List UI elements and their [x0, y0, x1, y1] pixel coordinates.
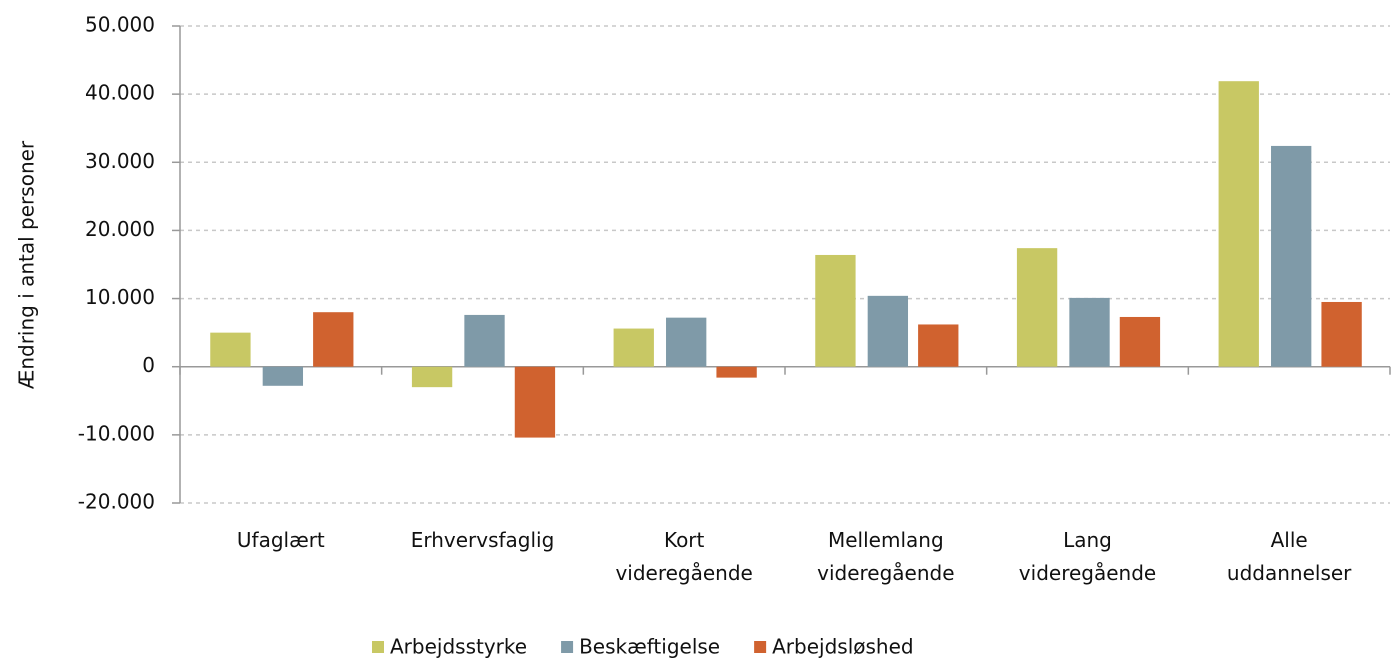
legend-label: Beskæftigelse — [579, 635, 720, 659]
x-tick-label: Alle uddannelser — [1226, 528, 1352, 585]
legend-swatch — [561, 641, 574, 653]
y-tick-label: -20.000 — [78, 490, 155, 514]
bar — [210, 332, 251, 367]
bar — [918, 324, 959, 367]
y-tick-label: 40.000 — [85, 81, 155, 105]
bar — [411, 366, 453, 388]
bar — [1119, 316, 1161, 367]
bar — [514, 366, 556, 438]
bar — [1321, 301, 1362, 367]
x-tick-label: Erhvervsfaglig — [410, 528, 555, 552]
y-tick-label: -10.000 — [78, 421, 155, 445]
bar — [1218, 81, 1259, 367]
x-tick-label: Kort videregående — [615, 528, 753, 585]
bar — [867, 295, 909, 367]
y-tick-label: 50.000 — [85, 13, 155, 37]
bar — [1069, 297, 1110, 367]
legend-swatch — [754, 641, 767, 653]
bar — [666, 317, 707, 367]
y-tick-label: 0 — [142, 353, 155, 377]
y-tick-label: 20.000 — [85, 217, 155, 241]
y-tick-label: 10.000 — [85, 285, 155, 309]
y-axis-label: Ændring i antal personer — [15, 140, 39, 389]
legend-swatch — [372, 641, 384, 653]
bar — [1016, 248, 1058, 367]
bar — [716, 366, 757, 378]
bar — [464, 314, 505, 367]
bar — [815, 254, 856, 367]
legend-label: Arbejdsstyrke — [390, 635, 527, 659]
bar — [262, 366, 304, 386]
y-tick-label: 30.000 — [85, 149, 155, 173]
bar — [1271, 145, 1312, 367]
bar — [613, 328, 654, 367]
legend-label: Arbejdsløshed — [772, 635, 913, 659]
x-tick-label: Ufaglært — [236, 528, 325, 552]
bar — [313, 312, 354, 367]
x-tick-label: Mellemlang videregående — [817, 528, 955, 585]
x-tick-label: Lang videregående — [1018, 528, 1157, 585]
